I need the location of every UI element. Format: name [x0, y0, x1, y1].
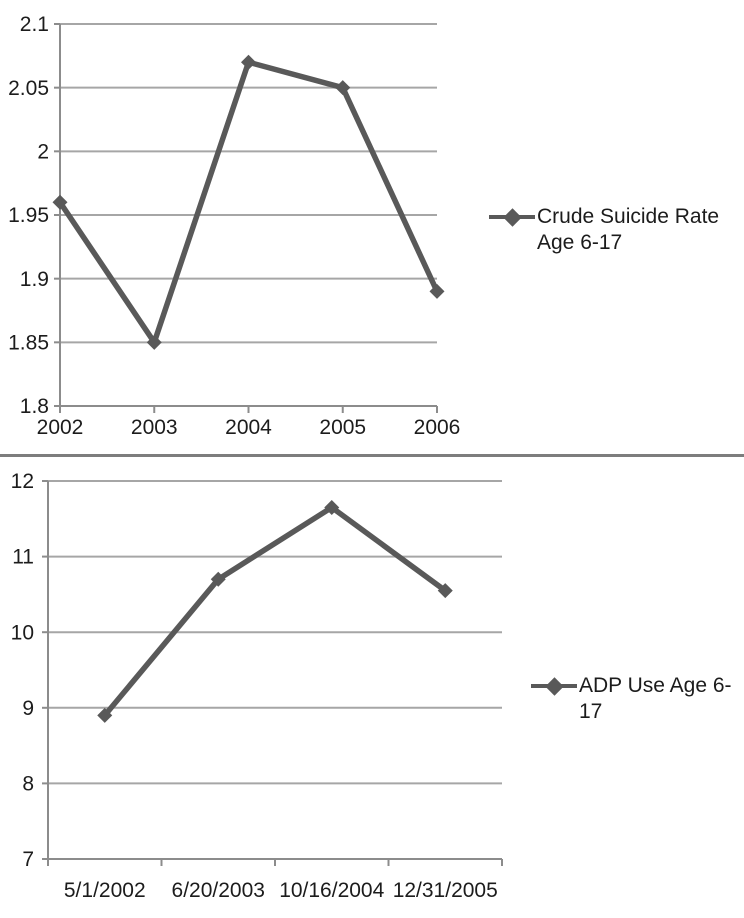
data-line	[102, 504, 448, 719]
diamond-marker-icon	[503, 208, 522, 227]
data-point	[241, 54, 256, 70]
y-axis-label: 2.1	[20, 13, 49, 36]
data-point	[52, 194, 68, 210]
y-axis-label: 7	[22, 848, 34, 871]
x-axis-label: 2006	[414, 416, 461, 439]
x-axis-label: 6/20/2003	[172, 879, 265, 902]
data-point	[210, 571, 226, 587]
data-point	[97, 707, 113, 723]
legend-label-line1: Crude Suicide Rate	[537, 205, 720, 228]
y-axis-label: 1.85	[8, 331, 49, 354]
x-axis-label: 2004	[225, 416, 272, 439]
y-axis-label: 1.95	[8, 204, 49, 227]
data-point	[335, 80, 351, 96]
x-axis-label: 5/1/2002	[64, 879, 146, 902]
legend-line-marker-icon	[531, 673, 577, 699]
x-axis-label: 2005	[319, 416, 366, 439]
data-line	[57, 59, 440, 346]
diamond-marker-icon	[545, 677, 564, 696]
legend-line-marker-icon	[489, 204, 535, 230]
legend-crude-suicide-rate: Crude Suicide Rate Age 6-17	[489, 204, 719, 256]
y-axis-label: 2	[37, 140, 49, 163]
legend-label-line1: ADP Use Age 6-17	[579, 674, 732, 723]
y-axis-label: 12	[11, 470, 34, 493]
x-axis-label: 12/31/2005	[393, 879, 498, 902]
data-point	[429, 283, 445, 299]
data-point	[437, 583, 453, 599]
y-axis-label: 9	[22, 697, 34, 720]
legend-adp-use: ADP Use Age 6-17	[531, 673, 744, 725]
y-axis-label: 10	[11, 621, 34, 644]
chart-divider	[0, 454, 744, 457]
y-axis-label: 8	[22, 773, 34, 796]
adp-use-chart: 12 11 10 9 8 7 5/1/2002 6/20/2003 10/16/2004 12/3…	[11, 470, 503, 902]
data-point	[146, 334, 162, 350]
y-axis-label: 2.05	[8, 77, 49, 100]
y-axis-label: 1.9	[20, 268, 49, 291]
x-axis-label: 10/16/2004	[279, 879, 384, 902]
y-axis-label: 11	[12, 546, 34, 569]
y-axis-label: 1.8	[20, 395, 49, 418]
x-axis-label: 2002	[37, 416, 84, 439]
legend-label-line2: Age 6-17	[537, 231, 623, 254]
x-axis-label: 2003	[131, 416, 178, 439]
